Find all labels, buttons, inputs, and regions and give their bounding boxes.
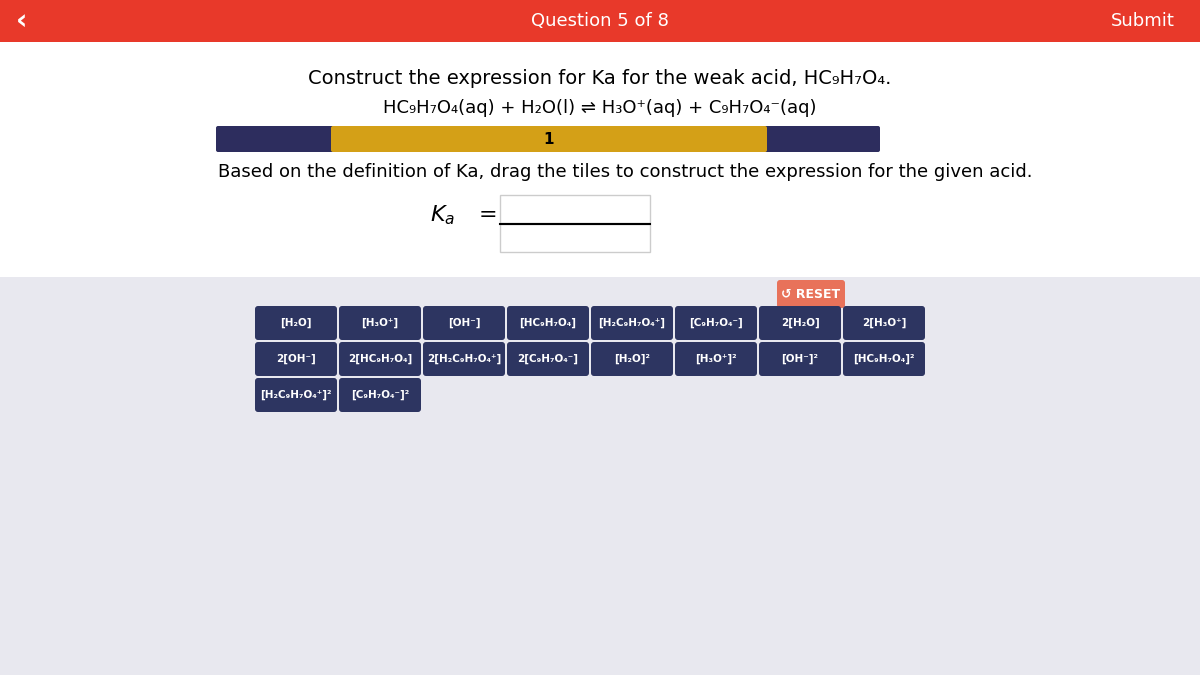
FancyBboxPatch shape [778,280,845,308]
Text: Based on the definition of Ka, drag the tiles to construct the expression for th: Based on the definition of Ka, drag the … [218,163,1032,181]
Text: [C₉H₇O₄⁻]: [C₉H₇O₄⁻] [689,318,743,328]
Text: =: = [479,205,497,225]
FancyBboxPatch shape [216,126,880,152]
Text: 2[H₂O]: 2[H₂O] [781,318,820,328]
Text: 2[H₃O⁺]: 2[H₃O⁺] [862,318,906,328]
Text: [H₂O]²: [H₂O]² [614,354,650,364]
FancyBboxPatch shape [760,342,841,376]
FancyBboxPatch shape [674,342,757,376]
FancyBboxPatch shape [760,306,841,340]
Text: [H₃O⁺]: [H₃O⁺] [361,318,398,328]
FancyBboxPatch shape [424,306,505,340]
Text: ↺ RESET: ↺ RESET [781,288,840,300]
Text: [OH⁻]: [OH⁻] [448,318,480,328]
Text: 1: 1 [544,132,554,146]
FancyBboxPatch shape [331,126,767,152]
Text: 2[HC₉H₇O₄]: 2[HC₉H₇O₄] [348,354,412,364]
Text: [H₃O⁺]²: [H₃O⁺]² [695,354,737,364]
Text: [OH⁻]²: [OH⁻]² [781,354,818,364]
FancyBboxPatch shape [592,306,673,340]
FancyBboxPatch shape [508,342,589,376]
FancyBboxPatch shape [500,224,650,252]
Text: 2[OH⁻]: 2[OH⁻] [276,354,316,364]
Text: Question 5 of 8: Question 5 of 8 [532,12,668,30]
Text: Construct the expression for Ka for the weak acid, HC₉H₇O₄.: Construct the expression for Ka for the … [308,68,892,88]
FancyBboxPatch shape [256,306,337,340]
FancyBboxPatch shape [0,42,1200,277]
Text: [HC₉H₇O₄]: [HC₉H₇O₄] [520,318,576,328]
FancyBboxPatch shape [256,342,337,376]
FancyBboxPatch shape [500,195,650,223]
Text: [HC₉H₇O₄]²: [HC₉H₇O₄]² [853,354,914,364]
Text: [H₂O]: [H₂O] [281,318,312,328]
Text: $K_a$: $K_a$ [430,203,455,227]
Text: 2[C₉H₇O₄⁻]: 2[C₉H₇O₄⁻] [517,354,578,364]
Text: HC₉H₇O₄(aq) + H₂O(l) ⇌ H₃O⁺(aq) + C₉H₇O₄⁻(aq): HC₉H₇O₄(aq) + H₂O(l) ⇌ H₃O⁺(aq) + C₉H₇O₄… [383,99,817,117]
Text: ‹: ‹ [17,7,28,35]
FancyBboxPatch shape [256,378,337,412]
FancyBboxPatch shape [842,342,925,376]
FancyBboxPatch shape [592,342,673,376]
FancyBboxPatch shape [424,342,505,376]
FancyBboxPatch shape [508,306,589,340]
FancyBboxPatch shape [340,378,421,412]
FancyBboxPatch shape [340,342,421,376]
FancyBboxPatch shape [842,306,925,340]
Text: [C₉H₇O₄⁻]²: [C₉H₇O₄⁻]² [350,390,409,400]
Text: Submit: Submit [1111,12,1175,30]
Text: [H₂C₉H₇O₄⁺]: [H₂C₉H₇O₄⁺] [599,318,666,328]
FancyBboxPatch shape [674,306,757,340]
FancyBboxPatch shape [0,0,1200,42]
FancyBboxPatch shape [340,306,421,340]
Text: 2[H₂C₉H₇O₄⁺]: 2[H₂C₉H₇O₄⁺] [427,354,502,364]
FancyBboxPatch shape [0,277,1200,675]
Text: [H₂C₉H₇O₄⁺]²: [H₂C₉H₇O₄⁺]² [260,390,331,400]
